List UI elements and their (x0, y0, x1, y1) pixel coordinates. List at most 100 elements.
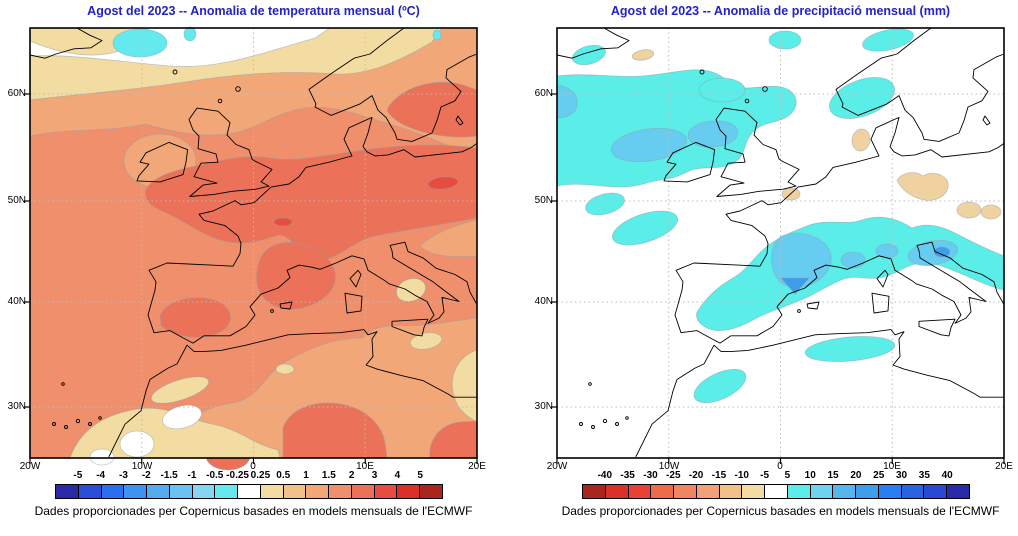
y-tick-40n: 40N (7, 296, 26, 307)
colorbar-cell (329, 485, 352, 498)
y-tick-30n: 30N (7, 401, 26, 412)
anomaly-region-italy-tan-1 (396, 278, 426, 302)
y-tick-30n: 30N (534, 401, 553, 412)
anomaly-region-africa-white-3 (89, 448, 115, 466)
colorbar-tick-label: 15 (827, 470, 839, 481)
source-caption: Dades proporcionades per Copernicus basa… (561, 504, 1000, 518)
x-tick-20e: 20E (468, 461, 486, 472)
anomaly-region-balkans-peach (419, 219, 478, 258)
colorbar-cell (628, 485, 652, 498)
colorbar-cell (924, 485, 948, 498)
colorbar-tick-label: 3 (371, 470, 378, 481)
x-tick-0: 0 (250, 461, 256, 472)
colorbar-cell (878, 485, 902, 498)
anomaly-region-sardinia-tan (275, 363, 295, 375)
panel-title: Agost del 2023 -- Anomalia de temperatur… (87, 4, 420, 18)
colorbar-tick-label: 25 (873, 470, 885, 481)
colorbar-cell (901, 485, 925, 498)
colorbar-cell (238, 485, 261, 498)
x-tick-20e: 20E (995, 461, 1013, 472)
colorbar-tick-label: -1.5 (160, 470, 178, 481)
x-tick-20w: 20W (546, 461, 568, 472)
colorbar-tick-label: -20 (688, 470, 704, 481)
anomaly-region-germany-tan (896, 172, 949, 201)
colorbar-tick-label: -35 (620, 470, 635, 481)
colorbar-cell (283, 485, 307, 498)
colorbar-cell (856, 485, 879, 498)
colorbar-tick-label: 35 (918, 470, 930, 481)
colorbar-cell (605, 485, 629, 498)
colorbar-tick-label: 5 (784, 470, 791, 481)
anomaly-region-west-cyan-1 (585, 192, 625, 216)
anomaly-region-spain-dark (159, 297, 231, 338)
colorbar-cell (169, 485, 193, 498)
anomaly-core-france (771, 232, 832, 288)
anomaly-core-atlantic (610, 127, 688, 163)
colorbar-tick-label: -4 (96, 470, 106, 481)
anomaly-region-libya-tan (451, 349, 478, 423)
colorbar-cell (765, 485, 788, 498)
colorbar-tick-label: -40 (597, 470, 613, 481)
anomaly-region-red-spot-west (273, 217, 293, 227)
colorbar-tick-label: 1.5 (321, 470, 336, 481)
x-tick-0: 0 (777, 461, 783, 472)
colorbar-tick-label: 30 (895, 470, 908, 481)
anomaly-region-italy-tan-2 (409, 332, 443, 350)
anomaly-core-alps-1 (840, 251, 866, 269)
colorbar-labels: -40 -35 -30 -25 -20 -15 -10 -5 5 10 15 20 25 30 35 40 (582, 470, 970, 483)
anomaly-region-norwegiansea-cyan (768, 30, 802, 50)
anomaly-region-east-tan-1 (956, 201, 982, 219)
colorbar-tick-label: -1 (187, 470, 197, 481)
colorbar-cell (420, 485, 443, 498)
anomaly-region-med-peach (159, 317, 478, 459)
colorbar-tick-label: 10 (804, 470, 816, 481)
colorbar-cell (124, 485, 148, 498)
colorbar-tick-label: 0.5 (276, 470, 291, 481)
colorbar-cell (583, 485, 606, 498)
colorbar-cell (215, 485, 239, 498)
colorbar-cell (810, 485, 834, 498)
anomaly-region-corner-dark (429, 420, 478, 459)
anomaly-region-cyan-dot (183, 26, 197, 42)
temperature-panel: Agost del 2023 -- Anomalia de temperatur… (8, 0, 486, 536)
colorbar-cell (696, 485, 720, 498)
colorbar-tick-label: 5 (417, 470, 423, 481)
anomaly-core-west-edge (556, 84, 578, 119)
colorbar-tick-label: -2 (141, 470, 151, 481)
anomaly-region-cyan-dot-ne (432, 29, 442, 41)
colorbar-cell (260, 485, 284, 498)
colorbar-tick-label: -5 (73, 470, 83, 481)
temperature-colorbar (55, 484, 443, 499)
colorbar-tick-label: 40 (941, 470, 953, 481)
colorbar-tick-label: -15 (711, 470, 727, 481)
precipitation-map (550, 27, 1005, 465)
anomaly-region-europe-dark-band (144, 144, 478, 261)
y-tick-40n: 40N (534, 296, 553, 307)
colorbar-tick-label: -0.5 (206, 470, 224, 481)
anomaly-region-balearic-dark (256, 242, 336, 310)
colorbar-cell (56, 485, 79, 498)
colorbar-cell (787, 485, 811, 498)
colorbar-cell (78, 485, 102, 498)
x-tick-20w: 20W (19, 461, 41, 472)
colorbar-tick-label: -0.25 (226, 470, 249, 481)
anomaly-region-norway-cyan (829, 77, 895, 119)
colorbar-cell (351, 485, 375, 498)
colorbar-cell (742, 485, 766, 498)
source-caption: Dades proporcionades per Copernicus basa… (34, 504, 473, 518)
anomaly-region-sweden-dark (387, 81, 478, 138)
y-tick-50n: 50N (534, 195, 553, 206)
anomaly-region-africa-tan-tongue (150, 376, 210, 404)
anomaly-region-algeria-dark (282, 402, 388, 459)
anomaly-region-africa-white-2 (119, 430, 155, 458)
colorbar-labels: -5 -4 -3 -2 -1.5 -1 -0.5 -0.25 0.25 0.5 1 1.5 2 3 4 5 (55, 470, 443, 483)
anomaly-region-iceland-tan (631, 49, 655, 61)
colorbar-cell (101, 485, 125, 498)
x-tick-10e: 10E (883, 461, 901, 472)
anomaly-region-norway-top-cyan (862, 28, 914, 52)
colorbar-cell (306, 485, 330, 498)
colorbar-cell (147, 485, 170, 498)
anomaly-region-denmark-tan (851, 128, 871, 152)
precipitation-colorbar (582, 484, 970, 499)
x-tick-10w: 10W (658, 461, 680, 472)
